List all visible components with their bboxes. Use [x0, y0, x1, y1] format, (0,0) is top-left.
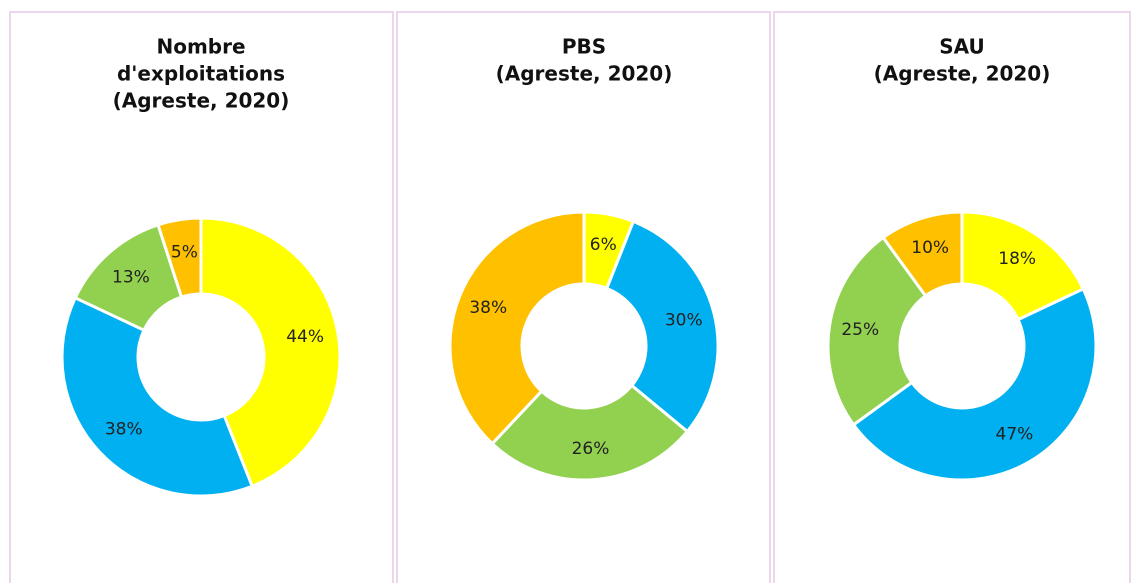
- chart-title: (Agreste, 2020): [113, 89, 290, 113]
- donut-slice: [490, 383, 690, 482]
- data-label: 30%: [665, 310, 703, 330]
- donut-slice: [199, 216, 342, 489]
- donut-slice: [826, 235, 928, 427]
- panel: [773, 11, 1131, 583]
- panel: [396, 11, 771, 583]
- donut-slice: [60, 295, 255, 498]
- chart-title: PBS: [562, 35, 606, 59]
- data-label: 38%: [105, 420, 143, 440]
- chart-title: (Agreste, 2020): [874, 62, 1051, 86]
- data-label: 6%: [590, 235, 617, 255]
- chart-title: d'exploitations: [117, 62, 285, 86]
- chart-title: (Agreste, 2020): [496, 62, 673, 86]
- data-label: 10%: [911, 238, 949, 258]
- data-label: 47%: [996, 425, 1034, 445]
- data-label: 38%: [469, 298, 507, 318]
- donut-slice: [851, 286, 1098, 482]
- donut-slice: [960, 210, 1086, 322]
- data-label: 25%: [841, 320, 879, 340]
- chart-title: Nombre: [156, 35, 245, 59]
- chart-title: SAU: [939, 35, 985, 59]
- donut-slice: [448, 210, 586, 446]
- donut-slice: [156, 216, 203, 299]
- panel: [9, 11, 394, 583]
- donut-slice: [881, 210, 964, 298]
- data-label: 5%: [171, 242, 198, 262]
- data-label: 44%: [286, 327, 324, 347]
- data-label: 18%: [998, 249, 1036, 269]
- data-label: 26%: [572, 439, 610, 459]
- donut-slice: [604, 219, 720, 434]
- data-label: 13%: [112, 267, 150, 287]
